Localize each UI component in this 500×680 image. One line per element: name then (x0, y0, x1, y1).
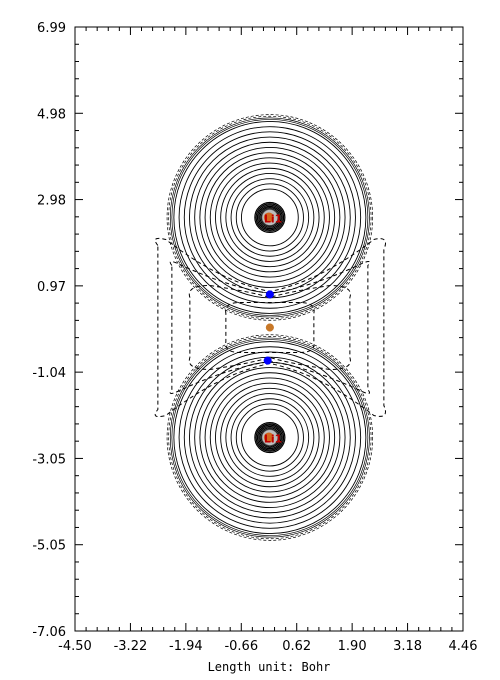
atom-marker (263, 432, 274, 443)
x-tick-label: -4.50 (58, 639, 92, 654)
atom-label: Li1 (264, 212, 282, 225)
x-tick-label: -1.94 (169, 639, 203, 654)
contour-line (183, 351, 356, 524)
y-tick-label: 4.98 (37, 107, 66, 122)
critical-point (265, 290, 274, 299)
contour-line (173, 341, 367, 534)
critical-points (263, 290, 274, 365)
contour-line (183, 131, 356, 304)
core-contour (260, 208, 279, 227)
contour-line (215, 382, 325, 493)
contour-line (178, 346, 362, 529)
contour-line (225, 172, 315, 262)
critical-point (265, 323, 274, 332)
core-contour (256, 424, 283, 451)
contour-line (225, 393, 315, 482)
x-tick-label: 4.46 (449, 639, 478, 654)
core-contour (256, 204, 283, 231)
core-contour (258, 425, 282, 450)
x-tick-labels: -4.50 -3.22 -1.94 -0.66 0.62 1.90 3.18 4.46 (58, 639, 477, 654)
contour-line (168, 335, 372, 540)
contour-line (178, 126, 362, 309)
contour-line (189, 356, 351, 519)
contour-line (215, 162, 325, 273)
contour-line (241, 408, 299, 467)
contour-line (230, 398, 310, 477)
contour-line (230, 178, 310, 257)
contour-line (199, 146, 341, 288)
x-tick-label: 3.18 (393, 639, 422, 654)
core-contour (255, 203, 285, 232)
contour-line (166, 114, 374, 321)
axis-ticks (74, 26, 464, 632)
x-tick-label: 0.62 (282, 639, 311, 654)
critical-point (263, 356, 272, 365)
x-tick-label: -0.66 (224, 639, 258, 654)
x-axis-title: Length unit: Bohr (208, 660, 331, 674)
y-tick-label: -1.04 (32, 366, 66, 381)
y-tick-label: 2.98 (37, 193, 66, 208)
atom-marker (263, 212, 274, 223)
core-contour (259, 207, 281, 228)
core-contour (255, 423, 285, 452)
contour-line (209, 377, 330, 498)
negative-contour-outermost (154, 237, 386, 418)
plot-frame (74, 26, 464, 632)
contour-line (166, 334, 374, 541)
negative-contour-middle (188, 284, 351, 370)
contour-line (241, 188, 299, 247)
contour-line (204, 152, 336, 283)
contour-line (169, 337, 370, 538)
y-tick-label: -3.05 (32, 453, 66, 468)
core-contour (260, 428, 279, 447)
core-contour (254, 201, 286, 234)
atoms: Li1 Li1 (263, 212, 282, 446)
contour-line (168, 115, 372, 319)
contour-line (235, 403, 304, 472)
x-tick-label: 1.90 (338, 639, 367, 654)
negative-contour-inner (225, 301, 315, 353)
contour-line (204, 372, 336, 503)
contour-line (220, 167, 320, 268)
x-tick-label: -3.22 (114, 639, 148, 654)
negative-contour-outer (169, 261, 370, 394)
y-tick-labels: 6.99 4.98 2.98 0.97 -1.04 -3.05 -5.05 -7.06 (32, 21, 66, 640)
core-contour (254, 421, 286, 454)
contour-line (171, 119, 369, 316)
contour-line (235, 183, 304, 252)
contour-line (171, 339, 369, 536)
core-contour (258, 205, 282, 230)
contour-line (209, 157, 330, 278)
y-tick-label: 6.99 (37, 21, 66, 36)
core-contour (259, 427, 281, 448)
contour-line (169, 117, 370, 318)
contour-line (173, 120, 367, 314)
contour-line (220, 387, 320, 488)
contour-line (199, 367, 341, 508)
y-tick-label: -7.06 (32, 625, 66, 640)
atom-label: Li1 (264, 433, 282, 446)
y-tick-label: 0.97 (37, 280, 66, 295)
y-tick-label: -5.05 (32, 539, 66, 554)
